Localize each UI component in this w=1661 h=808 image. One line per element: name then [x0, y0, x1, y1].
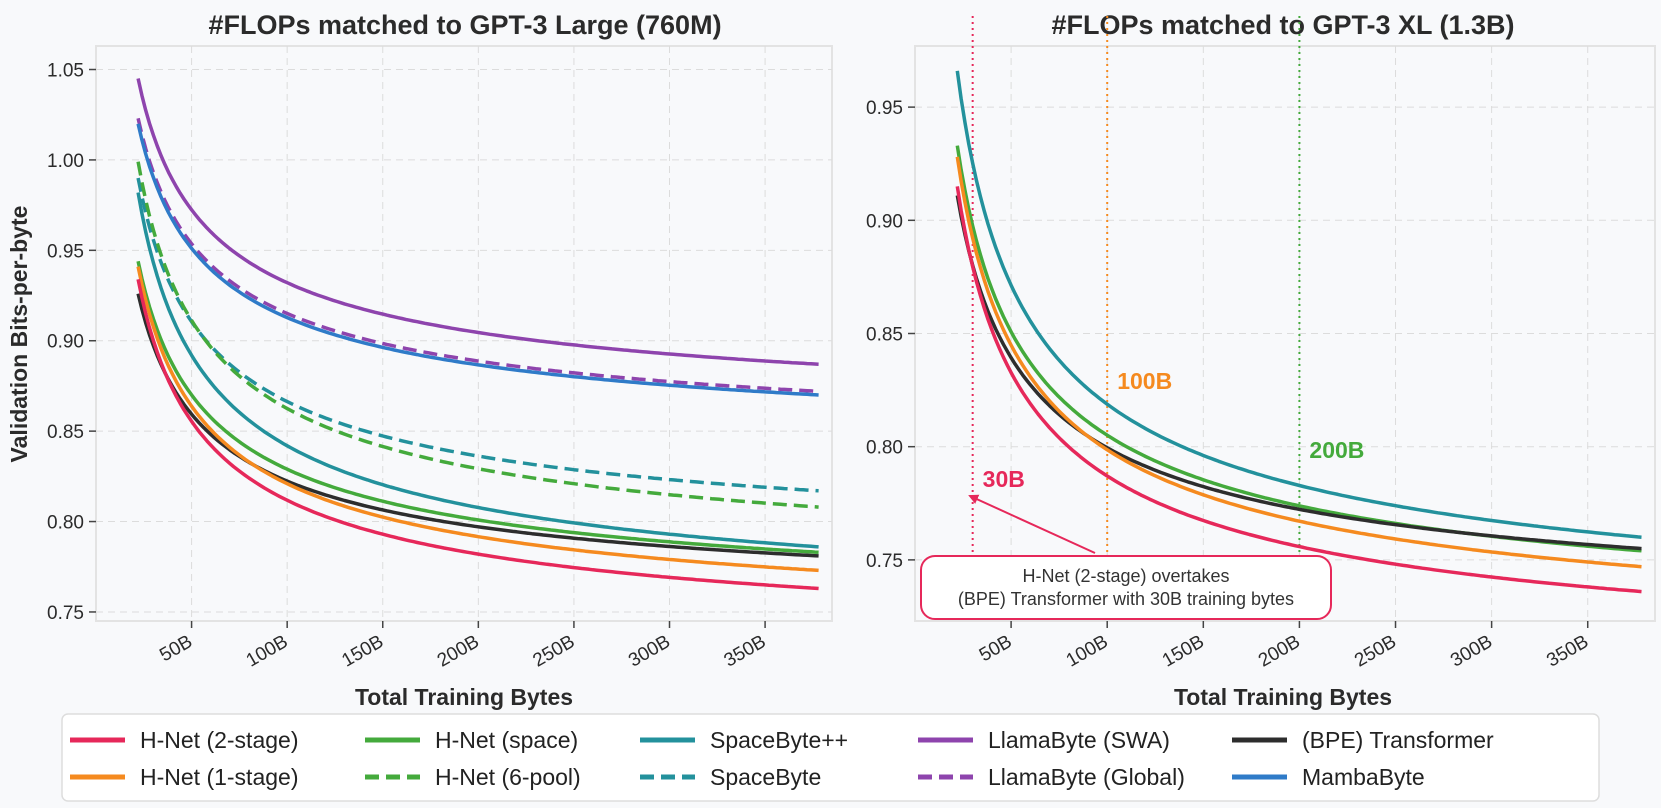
series-line [136, 177, 819, 493]
legend-label: LlamaByte (Global) [988, 764, 1185, 790]
annotation-arrow [968, 494, 1096, 554]
right-chart-title: #FLOPs matched to GPT-3 XL (1.3B) [1051, 10, 1514, 40]
legend-label: H-Net (space) [435, 727, 578, 753]
right-series-group [955, 70, 1642, 594]
annotation-line-1: H-Net (2-stage) overtakes [1022, 566, 1229, 586]
x-tick-label: 100B [243, 631, 292, 671]
marker-label: 200B [1309, 437, 1364, 463]
x-tick-label: 50B [156, 631, 196, 666]
series-line [955, 186, 1642, 594]
y-tick-label: 0.95 [866, 98, 903, 119]
annotation-line-2: (BPE) Transformer with 30B training byte… [958, 589, 1294, 609]
x-tick-label: 150B [338, 631, 387, 671]
left-chart-title: #FLOPs matched to GPT-3 Large (760M) [208, 10, 721, 40]
y-tick-label: 0.90 [866, 211, 903, 232]
left-y-axis-title: Validation Bits-per-byte [6, 206, 32, 463]
y-tick-label: 1.00 [47, 151, 84, 172]
left-grid [96, 46, 832, 621]
x-tick-label: 200B [1255, 631, 1304, 671]
legend-frame [61, 713, 1600, 802]
series-line [136, 123, 819, 397]
legend: H-Net (2-stage) H-Net (1-stage) H-Net (spa… [61, 713, 1600, 802]
x-tick-label: 350B [721, 631, 770, 671]
legend-items: H-Net (2-stage) H-Net (1-stage) H-Net (spa… [70, 727, 1494, 790]
x-tick-label: 150B [1159, 631, 1208, 671]
y-tick-label: 1.05 [47, 61, 84, 82]
legend-label: H-Net (2-stage) [140, 727, 298, 753]
y-tick-label: 0.90 [47, 332, 84, 353]
legend-label: (BPE) Transformer [1302, 727, 1494, 753]
annotation-box [920, 555, 1332, 620]
x-tick-label: 300B [1447, 631, 1496, 671]
series-line [136, 266, 819, 573]
x-tick-label: 200B [434, 631, 483, 671]
legend-label: SpaceByte++ [710, 727, 848, 753]
series-line [955, 70, 1642, 539]
series-line [955, 156, 1642, 569]
chart-left: #FLOPs matched to GPT-3 Large (760M) 50B… [6, 10, 833, 710]
y-tick-label: 0.75 [866, 551, 903, 572]
y-tick-label: 0.80 [866, 438, 903, 459]
series-line [136, 260, 819, 555]
series-line [136, 78, 819, 366]
legend-label: SpaceByte [710, 764, 821, 790]
legend-label: LlamaByte (SWA) [988, 727, 1170, 753]
chart-right: #FLOPs matched to GPT-3 XL (1.3B) 50B 100… [866, 10, 1656, 710]
legend-label: H-Net (1-stage) [140, 764, 298, 790]
series-line [136, 192, 819, 549]
marker-label: 100B [1117, 368, 1172, 394]
legend-label: MambaByte [1302, 764, 1425, 790]
marker-label: 30B [983, 466, 1025, 492]
x-tick-label: 300B [625, 631, 674, 671]
y-tick-label: 0.95 [47, 241, 84, 262]
x-tick-label: 50B [976, 631, 1016, 666]
x-tick-label: 100B [1063, 631, 1112, 671]
left-x-axis-title: Total Training Bytes [355, 684, 573, 710]
y-tick-label: 0.85 [47, 422, 84, 443]
x-tick-label: 350B [1543, 631, 1592, 671]
series-line [136, 117, 819, 394]
left-series-group [136, 78, 819, 591]
y-tick-label: 0.85 [866, 325, 903, 346]
right-x-axis-title: Total Training Bytes [1174, 684, 1392, 710]
series-line [136, 278, 819, 591]
x-tick-label: 250B [529, 631, 578, 671]
series-line [136, 161, 819, 509]
annotation-callout: H-Net (2-stage) overtakes (BPE) Transfor… [920, 494, 1332, 620]
y-tick-label: 0.80 [47, 513, 84, 534]
legend-label: H-Net (6-pool) [435, 764, 581, 790]
x-tick-label: 250B [1351, 631, 1400, 671]
y-tick-label: 0.75 [47, 603, 84, 624]
